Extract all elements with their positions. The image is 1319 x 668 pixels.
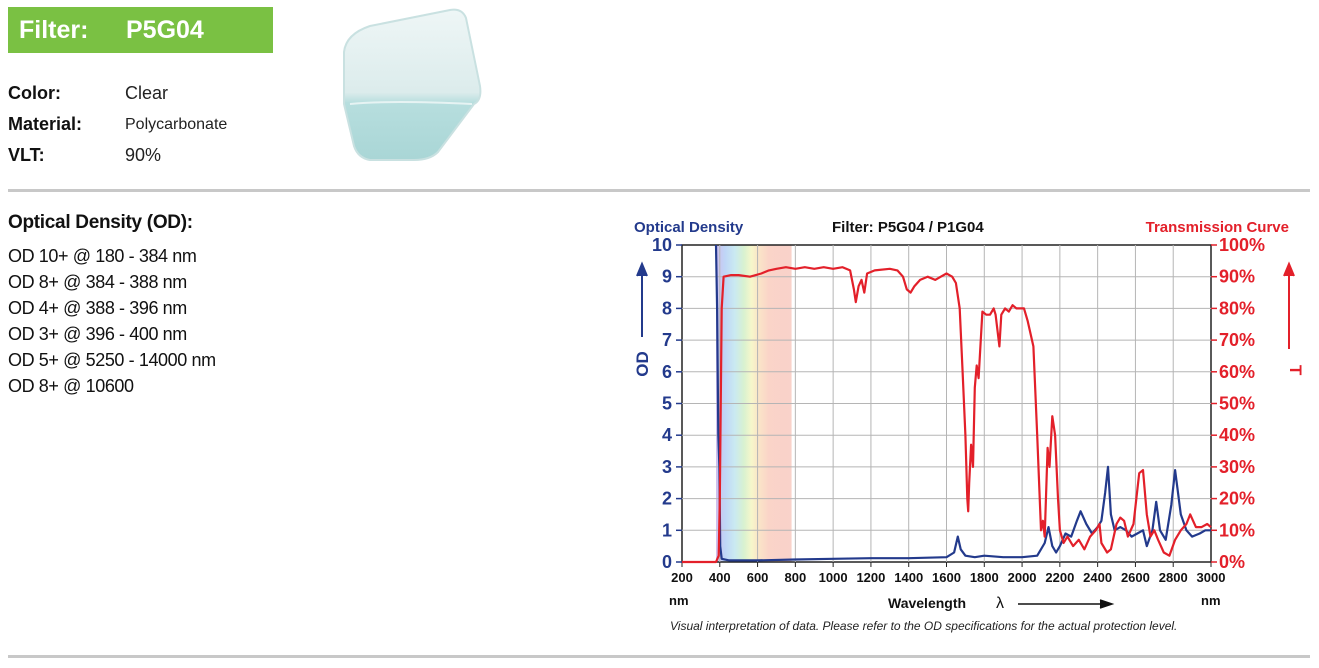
series-lines	[682, 244, 1212, 564]
filter-properties: Color: Clear Material: Polycarbonate VLT…	[8, 78, 227, 171]
transmission-series-line	[682, 266, 1212, 564]
y-left-tick-label: 0	[662, 552, 672, 572]
x-tick-label: 600	[747, 570, 769, 585]
chart-svg: Optical Density Filter: P5G04 / P1G04 Tr…	[633, 219, 1305, 633]
y-left-tick-label: 6	[662, 362, 672, 382]
x-tick-label: 200	[671, 570, 693, 585]
property-key: Material:	[8, 114, 83, 134]
x-tick-label: 2800	[1159, 570, 1188, 585]
bottom-divider	[8, 655, 1310, 658]
x-axis-label: Wavelength	[888, 595, 966, 611]
y-right-tick-label: 90%	[1219, 267, 1255, 287]
left-axis-title: Optical Density	[634, 219, 744, 236]
x-tick-label: 2400	[1083, 570, 1112, 585]
y-right-tick-label: 10%	[1219, 520, 1255, 540]
property-value: Clear	[125, 83, 169, 103]
y-left-tick-label: 3	[662, 457, 672, 477]
x-tick-label: 2000	[1008, 570, 1037, 585]
property-value: Polycarbonate	[125, 115, 228, 133]
od-spec-item: OD 10+ @ 180 - 384 nm	[8, 246, 197, 266]
lens-image	[343, 8, 482, 161]
y-left-tick-label: 7	[662, 330, 672, 350]
od-spec-item: OD 8+ @ 384 - 388 nm	[8, 272, 187, 292]
od-spec-item: OD 5+ @ 5250 - 14000 nm	[8, 350, 216, 370]
left-axis-arrow-icon	[636, 261, 648, 337]
x-tick-label: 1000	[819, 570, 848, 585]
od-series-line	[714, 244, 1211, 562]
x-tick-label: 800	[785, 570, 807, 585]
od-spec-list: OD 10+ @ 180 - 384 nm OD 8+ @ 384 - 388 …	[8, 243, 216, 399]
od-spec-item: OD 8+ @ 10600	[8, 376, 134, 396]
y-right-tick-label: 40%	[1219, 425, 1255, 445]
od-spec-item: OD 3+ @ 396 - 400 nm	[8, 324, 187, 344]
x-tick-label: 2600	[1121, 570, 1150, 585]
x-axis-arrow-icon	[1018, 599, 1115, 609]
x-tick-label: 1800	[970, 570, 999, 585]
y-right-tick-label: 60%	[1219, 362, 1255, 382]
y-right-tick-label: 20%	[1219, 489, 1255, 509]
y-right-tick-label: 70%	[1219, 330, 1255, 350]
x-axis-lambda: λ	[996, 595, 1004, 612]
y-left-tick-label: 5	[662, 394, 672, 414]
y-right-tick-label: 0%	[1219, 552, 1245, 572]
od-section-title: Optical Density (OD):	[8, 212, 193, 233]
x-tick-label: 2200	[1045, 570, 1074, 585]
left-axis-label: OD	[633, 351, 652, 377]
y-right-tick-label: 50%	[1219, 394, 1255, 414]
chart-caption: Visual interpretation of data. Please re…	[670, 619, 1177, 633]
property-vlt: VLT: 90%	[8, 140, 227, 171]
property-material: Material: Polycarbonate	[8, 109, 227, 140]
right-axis-title: Transmission Curve	[1146, 219, 1289, 236]
ticks: 200 400 600 800 1000 1200 1400 1600 1800 2000 2200…	[652, 235, 1265, 585]
y-left-tick-label: 10	[652, 235, 672, 255]
x-unit-right: nm	[1201, 593, 1221, 608]
od-transmission-chart: Optical Density Filter: P5G04 / P1G04 Tr…	[620, 212, 1319, 642]
x-tick-label: 1200	[856, 570, 885, 585]
y-left-tick-label: 1	[662, 520, 672, 540]
y-left-tick-label: 4	[662, 425, 672, 445]
x-tick-label: 1400	[894, 570, 923, 585]
x-tick-label: 1600	[932, 570, 961, 585]
filter-title-bar: Filter: P5G04	[8, 7, 273, 53]
y-right-tick-label: 80%	[1219, 298, 1255, 318]
x-unit-left: nm	[669, 593, 689, 608]
top-divider	[8, 189, 1310, 192]
x-tick-label: 3000	[1197, 570, 1226, 585]
right-axis-arrow-icon	[1283, 261, 1295, 349]
y-right-tick-label: 100%	[1219, 235, 1265, 255]
y-left-tick-label: 9	[662, 267, 672, 287]
y-left-tick-label: 2	[662, 489, 672, 509]
od-spec-item: OD 4+ @ 388 - 396 nm	[8, 298, 187, 318]
y-left-tick-label: 8	[662, 298, 672, 318]
property-key: Color:	[8, 83, 61, 103]
filter-name: P5G04	[126, 16, 204, 44]
property-color: Color: Clear	[8, 78, 227, 109]
y-right-tick-label: 30%	[1219, 457, 1255, 477]
property-value: 90%	[125, 145, 162, 165]
right-axis-label: T	[1286, 365, 1305, 376]
x-tick-label: 400	[709, 570, 731, 585]
chart-title: Filter: P5G04 / P1G04	[832, 219, 984, 236]
filter-label: Filter:	[19, 16, 89, 44]
property-key: VLT:	[8, 145, 45, 165]
